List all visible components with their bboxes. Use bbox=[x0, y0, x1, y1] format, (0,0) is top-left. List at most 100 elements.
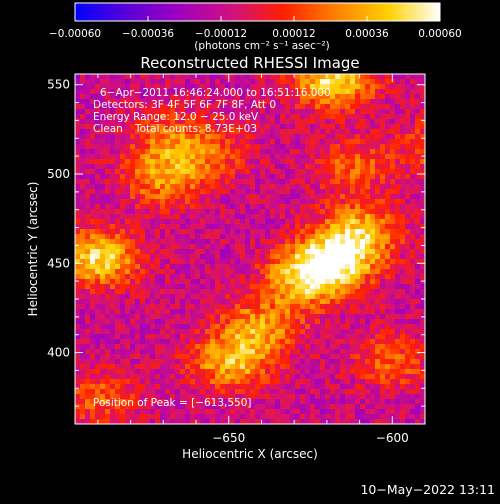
heatmap-cell bbox=[390, 89, 395, 94]
heatmap-cell bbox=[255, 204, 260, 209]
heatmap-cell bbox=[255, 339, 260, 344]
heatmap-cell bbox=[370, 339, 375, 344]
heatmap-cell bbox=[140, 374, 145, 379]
heatmap-cell bbox=[345, 84, 350, 89]
heatmap-cell bbox=[380, 164, 385, 169]
heatmap-cell bbox=[185, 379, 190, 384]
heatmap-cell bbox=[85, 79, 90, 84]
heatmap-cell bbox=[90, 349, 95, 354]
heatmap-cell bbox=[410, 374, 415, 379]
heatmap-cell bbox=[145, 244, 150, 249]
heatmap-cell bbox=[210, 279, 215, 284]
heatmap-cell bbox=[255, 219, 260, 224]
heatmap-cell bbox=[280, 124, 285, 129]
heatmap-cell bbox=[190, 249, 195, 254]
heatmap-cell bbox=[375, 234, 380, 239]
heatmap-cell bbox=[360, 264, 365, 269]
heatmap-cell bbox=[360, 239, 365, 244]
heatmap-cell bbox=[100, 384, 105, 389]
heatmap-cell bbox=[275, 224, 280, 229]
heatmap-cell bbox=[110, 154, 115, 159]
heatmap-cell bbox=[350, 404, 355, 409]
heatmap-cell bbox=[285, 319, 290, 324]
heatmap-cell bbox=[130, 289, 135, 294]
heatmap-cell bbox=[300, 264, 305, 269]
heatmap-cell bbox=[380, 99, 385, 104]
heatmap-cell bbox=[250, 234, 255, 239]
heatmap-cell bbox=[385, 374, 390, 379]
heatmap-cell bbox=[195, 274, 200, 279]
heatmap-cell bbox=[390, 394, 395, 399]
heatmap-cell bbox=[75, 289, 80, 294]
heatmap-cell bbox=[380, 329, 385, 334]
heatmap-cell bbox=[275, 274, 280, 279]
heatmap-cell bbox=[165, 279, 170, 284]
heatmap-cell bbox=[240, 324, 245, 329]
heatmap-cell bbox=[255, 214, 260, 219]
heatmap-cell bbox=[375, 284, 380, 289]
heatmap-cell bbox=[120, 304, 125, 309]
heatmap-cell bbox=[100, 164, 105, 169]
heatmap-cell bbox=[180, 314, 185, 319]
heatmap-cell bbox=[290, 344, 295, 349]
heatmap-cell bbox=[200, 359, 205, 364]
heatmap-cell bbox=[390, 169, 395, 174]
heatmap-cell bbox=[220, 309, 225, 314]
heatmap-cell bbox=[80, 219, 85, 224]
heatmap-cell bbox=[235, 174, 240, 179]
heatmap-cell bbox=[85, 204, 90, 209]
heatmap-cell bbox=[220, 409, 225, 414]
heatmap-cell bbox=[325, 279, 330, 284]
heatmap-cell bbox=[195, 249, 200, 254]
heatmap-cell bbox=[125, 264, 130, 269]
heatmap-cell bbox=[220, 299, 225, 304]
heatmap-cell bbox=[415, 384, 420, 389]
heatmap-cell bbox=[125, 389, 130, 394]
heatmap-cell bbox=[280, 229, 285, 234]
heatmap-cell bbox=[220, 249, 225, 254]
heatmap-cell bbox=[145, 154, 150, 159]
heatmap-cell bbox=[390, 164, 395, 169]
heatmap-cell bbox=[315, 344, 320, 349]
heatmap-cell bbox=[355, 184, 360, 189]
heatmap-cell bbox=[235, 264, 240, 269]
heatmap-cell bbox=[300, 174, 305, 179]
heatmap-cell bbox=[400, 149, 405, 154]
heatmap-cell bbox=[260, 154, 265, 159]
heatmap-cell bbox=[220, 154, 225, 159]
heatmap-cell bbox=[75, 404, 80, 409]
heatmap-cell bbox=[260, 289, 265, 294]
heatmap-cell bbox=[375, 339, 380, 344]
heatmap-cell bbox=[330, 319, 335, 324]
heatmap-cell bbox=[115, 279, 120, 284]
heatmap-cell bbox=[85, 274, 90, 279]
heatmap-cell bbox=[315, 139, 320, 144]
heatmap-cell bbox=[120, 184, 125, 189]
heatmap-cell bbox=[220, 339, 225, 344]
heatmap-cell bbox=[355, 229, 360, 234]
heatmap-cell bbox=[165, 194, 170, 199]
heatmap-cell bbox=[375, 304, 380, 309]
heatmap-cell bbox=[375, 269, 380, 274]
heatmap-cell bbox=[300, 344, 305, 349]
heatmap-cell bbox=[80, 174, 85, 179]
heatmap-cell bbox=[350, 94, 355, 99]
heatmap-cell bbox=[340, 314, 345, 319]
heatmap-cell bbox=[355, 359, 360, 364]
heatmap-cell bbox=[335, 174, 340, 179]
heatmap-cell bbox=[355, 159, 360, 164]
heatmap-cell bbox=[300, 369, 305, 374]
heatmap-cell bbox=[125, 214, 130, 219]
heatmap-cell bbox=[320, 359, 325, 364]
heatmap-cell bbox=[275, 299, 280, 304]
heatmap-cell bbox=[315, 304, 320, 309]
heatmap-cell bbox=[410, 334, 415, 339]
heatmap-cell bbox=[310, 219, 315, 224]
heatmap-cell bbox=[235, 204, 240, 209]
heatmap-cell bbox=[385, 104, 390, 109]
heatmap-cell bbox=[170, 309, 175, 314]
heatmap-cell bbox=[95, 174, 100, 179]
heatmap-cell bbox=[260, 299, 265, 304]
heatmap-cell bbox=[300, 304, 305, 309]
heatmap-cell bbox=[155, 174, 160, 179]
